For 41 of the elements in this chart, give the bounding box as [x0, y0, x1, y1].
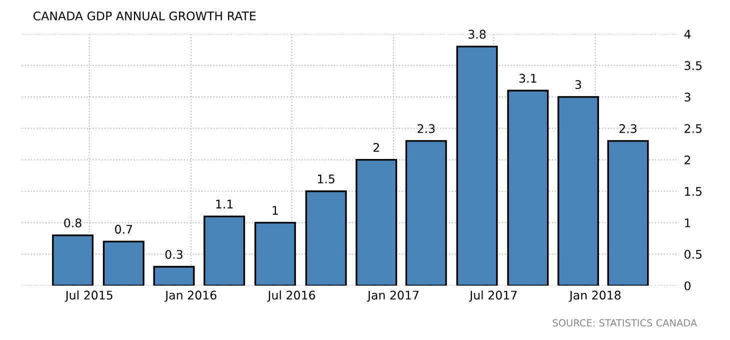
x-tick-label: Jul 2017 [469, 290, 517, 302]
y-tick-label: 3 [684, 92, 690, 102]
y-tick-label: 0.5 [684, 250, 702, 259]
y-tick-label: 2 [684, 156, 690, 164]
data-label: 2.3 [418, 124, 435, 134]
source-note: SOURCE: STATISTICS CANADA [552, 319, 698, 327]
bar [507, 90, 549, 286]
data-label: 0.7 [115, 224, 132, 234]
bar [153, 266, 195, 286]
data-label: 0.8 [64, 218, 82, 228]
bar [102, 240, 144, 286]
data-label: 1.5 [318, 174, 334, 184]
y-tick-label: 4 [684, 30, 691, 38]
bar [52, 234, 94, 286]
y-tick-label: 2.5 [684, 124, 702, 134]
y-tick-label: 3.5 [684, 61, 702, 70]
x-tick-label: Jul 2015 [64, 290, 112, 302]
bar [356, 158, 398, 286]
y-tick-label: 1 [685, 218, 690, 228]
data-label: 1.1 [216, 200, 233, 208]
bar [405, 140, 447, 286]
bar [456, 46, 498, 286]
data-label: 2 [374, 143, 379, 152]
data-label: 0.3 [165, 250, 182, 259]
x-tick-label: Jul 2016 [267, 290, 316, 302]
bar [305, 190, 347, 286]
y-tick-label: 0 [684, 281, 690, 290]
data-label: 2.3 [620, 124, 636, 134]
x-tick-label: Jan 2016 [164, 290, 216, 302]
data-label: 3.1 [519, 74, 536, 83]
chart-title: CANADA GDP ANNUAL GROWTH RATE [34, 11, 256, 20]
y-tick-label: 1.5 [685, 187, 702, 196]
x-tick-label: Jan 2018 [568, 290, 621, 302]
bar [607, 140, 649, 286]
bar [558, 96, 599, 286]
bar [254, 222, 296, 286]
x-tick-label: Jan 2017 [366, 290, 419, 302]
data-label: 3.8 [468, 30, 486, 39]
data-label: 1 [272, 206, 278, 215]
data-label: 3 [575, 80, 582, 90]
bar [204, 216, 246, 286]
